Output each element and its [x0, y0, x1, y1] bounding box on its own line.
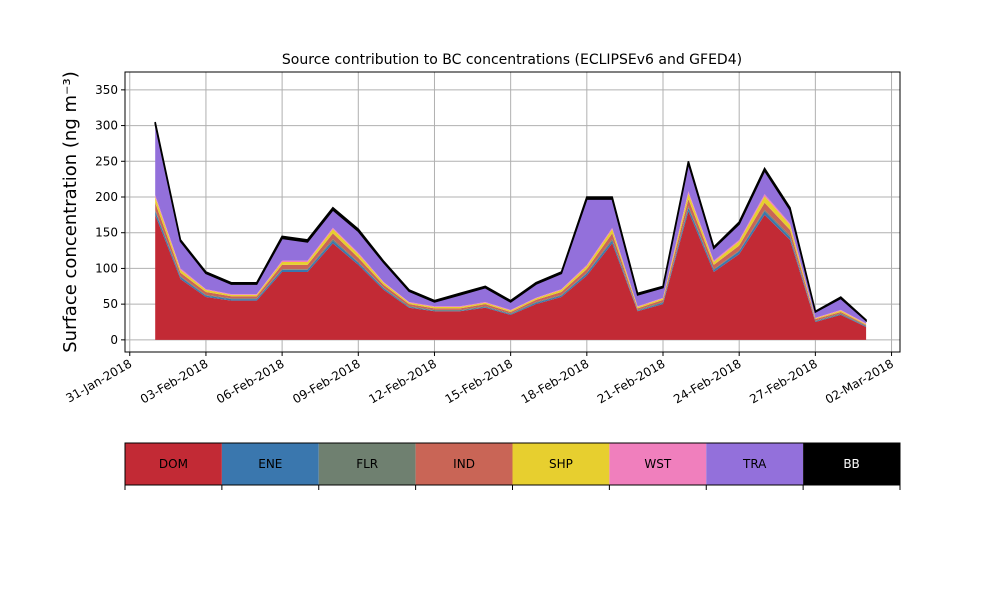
legend-label: BB: [843, 457, 859, 471]
y-tick-label: 200: [95, 190, 118, 204]
legend-label: SHP: [549, 457, 573, 471]
y-tick-label: 100: [95, 261, 118, 275]
y-tick-label: 350: [95, 83, 118, 97]
legend-swatch: [609, 443, 707, 485]
y-axis-label: Surface concentration (ng m⁻³): [60, 71, 81, 353]
y-tick-label: 50: [103, 297, 118, 311]
legend-swatch: [415, 443, 513, 485]
legend-swatch: [318, 443, 416, 485]
y-tick-label: 250: [95, 154, 118, 168]
legend-swatch: [803, 443, 900, 485]
area: [155, 124, 867, 324]
y-tick-label: 0: [110, 333, 118, 347]
legend-frame: [124, 442, 901, 486]
legend-label: TRA: [742, 457, 767, 471]
legend-label: WST: [644, 457, 671, 471]
legend-label: IND: [453, 457, 475, 471]
legend-swatch: [706, 443, 804, 485]
legend-swatch: [125, 443, 222, 485]
legend-label: ENE: [258, 457, 282, 471]
area: [154, 121, 867, 323]
y-tick-label: 300: [95, 119, 118, 133]
legend-label: DOM: [159, 457, 188, 471]
area: [155, 211, 867, 340]
legend-label: FLR: [356, 457, 378, 471]
chart-title: Source contribution to BC concentrations…: [282, 52, 742, 68]
plot-frame: [124, 71, 901, 353]
legend-swatch: [221, 443, 319, 485]
y-tick-label: 150: [95, 226, 118, 240]
legend-swatch: [512, 443, 610, 485]
